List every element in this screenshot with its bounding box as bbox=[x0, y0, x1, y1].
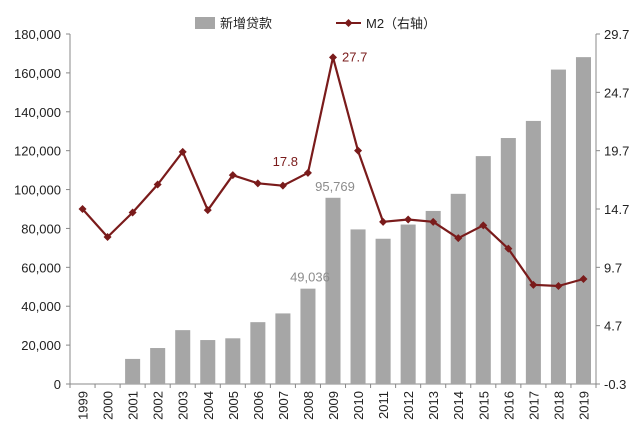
bar bbox=[200, 340, 216, 384]
axes: 0 20,000 40,000 60,000 80,000 100,000 120,000 1… bbox=[14, 27, 629, 420]
legend-label-loans: 新增贷款 bbox=[220, 16, 272, 31]
bar-series bbox=[125, 57, 591, 385]
x-tick-label: 2017 bbox=[526, 391, 541, 420]
y-left-tick-label: 80,000 bbox=[21, 221, 61, 236]
bar bbox=[525, 120, 541, 385]
m2-point bbox=[203, 206, 212, 215]
x-tick-label: 2019 bbox=[576, 391, 591, 420]
y-right-tick-label: 4.7 bbox=[604, 319, 622, 334]
x-tick-label: 2004 bbox=[201, 391, 216, 420]
y-right-tick-label: 19.7 bbox=[604, 144, 629, 159]
legend-label-m2: M2（右轴） bbox=[366, 16, 436, 31]
x-tick-label: 2003 bbox=[176, 391, 191, 420]
m2-point bbox=[379, 217, 388, 226]
x-tick-label: 2012 bbox=[401, 391, 416, 420]
x-tick-label: 2018 bbox=[551, 391, 566, 420]
y-right-tick-label: 14.7 bbox=[604, 202, 629, 217]
y-right-tick-label: 29.7 bbox=[604, 27, 629, 42]
x-tick-label: 2013 bbox=[426, 391, 441, 420]
bar bbox=[575, 57, 591, 385]
y-left-tick-label: 120,000 bbox=[14, 144, 61, 159]
line-data-label: 17.8 bbox=[273, 154, 298, 169]
bar bbox=[175, 330, 191, 384]
x-tick-label: 2007 bbox=[276, 391, 291, 420]
bar bbox=[425, 210, 441, 384]
m2-point bbox=[529, 280, 538, 289]
m2-point bbox=[178, 147, 187, 156]
x-tick-label: 2014 bbox=[451, 391, 466, 420]
m2-point bbox=[228, 171, 237, 180]
y-left-tick-label: 60,000 bbox=[21, 260, 61, 275]
x-tick-label: 2008 bbox=[301, 391, 316, 420]
m2-point bbox=[454, 234, 463, 243]
x-tick-label: 2015 bbox=[476, 391, 491, 420]
y-left-tick-label: 40,000 bbox=[21, 299, 61, 314]
bar bbox=[550, 69, 566, 384]
m2-point bbox=[479, 221, 488, 230]
m2-point bbox=[504, 244, 513, 253]
y-right-tick-label: 9.7 bbox=[604, 260, 622, 275]
bar bbox=[325, 197, 341, 384]
x-tick-label: 2011 bbox=[376, 391, 391, 419]
line-series bbox=[78, 53, 588, 290]
x-tick-label: 2016 bbox=[501, 391, 516, 420]
bar bbox=[250, 322, 266, 384]
m2-point bbox=[103, 233, 112, 241]
m2-point bbox=[303, 168, 312, 177]
bar bbox=[350, 229, 366, 384]
x-tick-label: 2000 bbox=[101, 391, 116, 420]
bar bbox=[150, 348, 166, 384]
m2-point bbox=[153, 180, 162, 189]
bar bbox=[375, 238, 391, 384]
x-tick-label: 2009 bbox=[326, 391, 341, 420]
bar bbox=[450, 193, 466, 384]
m2-point bbox=[354, 146, 363, 155]
bar bbox=[475, 156, 491, 384]
bar bbox=[225, 338, 241, 384]
x-tick-label: 1999 bbox=[76, 391, 91, 420]
bar bbox=[125, 358, 141, 384]
m2-point bbox=[253, 179, 262, 188]
legend: 新增贷款 M2（右轴） bbox=[195, 16, 436, 31]
bar-data-label: 49,036 bbox=[290, 270, 330, 285]
y-left-tick-label: 100,000 bbox=[14, 183, 61, 198]
x-tick-label: 2001 bbox=[126, 391, 141, 420]
m2-point bbox=[278, 181, 287, 190]
x-tick-label: 2002 bbox=[151, 391, 166, 420]
y-left-tick-label: 20,000 bbox=[21, 338, 61, 353]
bar bbox=[400, 224, 416, 384]
m2-point bbox=[128, 208, 137, 217]
y-left-tick-label: 140,000 bbox=[14, 105, 61, 120]
x-tick-label: 2010 bbox=[351, 391, 366, 420]
m2-point bbox=[579, 275, 588, 283]
m2-point bbox=[78, 205, 87, 213]
bar bbox=[300, 288, 316, 384]
y-left-tick-label: 160,000 bbox=[14, 66, 61, 81]
line-data-label: 27.7 bbox=[342, 49, 367, 64]
legend-swatch-bar bbox=[195, 17, 215, 29]
y-left-tick-label: 0 bbox=[54, 377, 61, 392]
bar-data-label: 95,769 bbox=[315, 179, 355, 194]
bar bbox=[500, 138, 516, 384]
m2-point bbox=[329, 53, 337, 62]
m2-point bbox=[429, 217, 438, 226]
m2-point bbox=[554, 282, 563, 290]
x-tick-label: 2005 bbox=[226, 391, 241, 420]
y-left-tick-label: 180,000 bbox=[14, 27, 61, 42]
x-tick-label: 2006 bbox=[251, 391, 266, 420]
m2-point bbox=[404, 215, 413, 224]
legend-swatch-marker bbox=[344, 19, 353, 27]
data-labels: 49,036 95,769 17.8 27.7 bbox=[273, 49, 368, 284]
y-right-tick-label: -0.3 bbox=[604, 377, 626, 392]
bar bbox=[275, 313, 291, 384]
y-right-tick-label: 24.7 bbox=[604, 85, 629, 100]
